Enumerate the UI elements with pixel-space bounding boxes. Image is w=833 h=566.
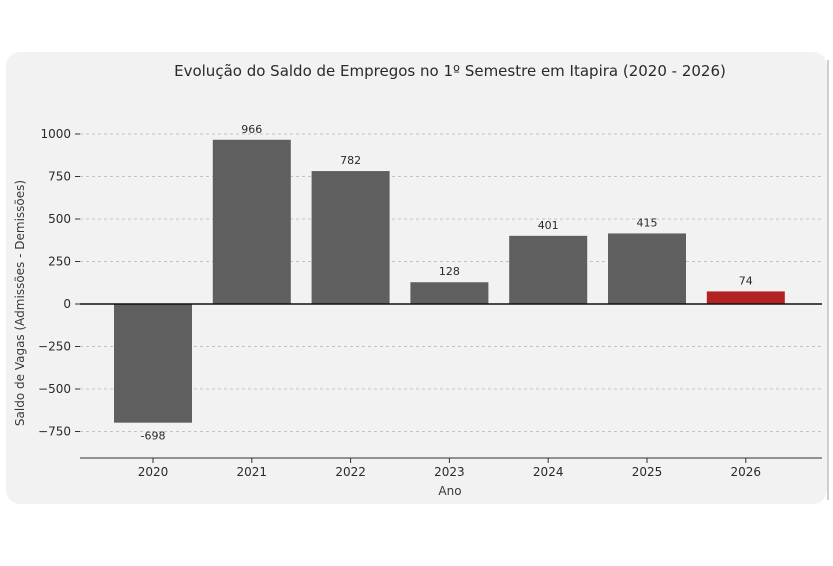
y-tick-label: −250 bbox=[38, 340, 71, 354]
x-tick-label-2020: 2020 bbox=[138, 465, 169, 479]
bar-2022 bbox=[311, 171, 390, 304]
data-labels: -698 966 782 128 401 415 74 bbox=[141, 123, 753, 443]
y-tick-label: 500 bbox=[48, 212, 71, 226]
bar-2024 bbox=[509, 235, 588, 304]
bars bbox=[114, 139, 785, 423]
chart-card bbox=[6, 52, 827, 504]
y-tick-label: 0 bbox=[63, 297, 71, 311]
x-tick-label-2024: 2024 bbox=[533, 465, 564, 479]
bar-2026 bbox=[706, 291, 785, 304]
y-tick-label: 750 bbox=[48, 170, 71, 184]
data-label-2021: 966 bbox=[241, 123, 262, 136]
x-tick-label-2026: 2026 bbox=[731, 465, 762, 479]
x-tick-label-2021: 2021 bbox=[237, 465, 268, 479]
y-tick-label: −500 bbox=[38, 382, 71, 396]
data-label-2026: 74 bbox=[739, 274, 753, 287]
y-tick-label: 1000 bbox=[40, 127, 71, 141]
bar-2023 bbox=[410, 282, 489, 304]
y-tick-label: −750 bbox=[38, 425, 71, 439]
data-label-2023: 128 bbox=[439, 265, 460, 278]
x-tick-label-2023: 2023 bbox=[434, 465, 465, 479]
data-label-2020: -698 bbox=[141, 430, 166, 443]
data-label-2024: 401 bbox=[538, 219, 559, 232]
grid-lines bbox=[80, 133, 822, 432]
x-axis-title: Ano bbox=[438, 484, 461, 498]
bar-2021 bbox=[212, 139, 291, 304]
bar-2020 bbox=[114, 304, 192, 423]
bar-2025 bbox=[608, 233, 686, 304]
card-edge bbox=[827, 60, 829, 500]
x-tick-label-2022: 2022 bbox=[335, 465, 366, 479]
y-tick-label: 250 bbox=[48, 255, 71, 269]
chart-title: Evolução do Saldo de Empregos no 1º Seme… bbox=[174, 62, 726, 80]
y-axis-ticks: 1000 750 500 250 0 −250 −500 −750 bbox=[38, 127, 80, 439]
x-axis-ticks: 2020 2021 2022 2023 2024 2025 2026 bbox=[138, 458, 761, 479]
data-label-2022: 782 bbox=[340, 154, 361, 167]
x-tick-label-2025: 2025 bbox=[632, 465, 663, 479]
data-label-2025: 415 bbox=[637, 216, 658, 229]
y-axis-title: Saldo de Vagas (Admissões - Demissões) bbox=[13, 180, 27, 426]
